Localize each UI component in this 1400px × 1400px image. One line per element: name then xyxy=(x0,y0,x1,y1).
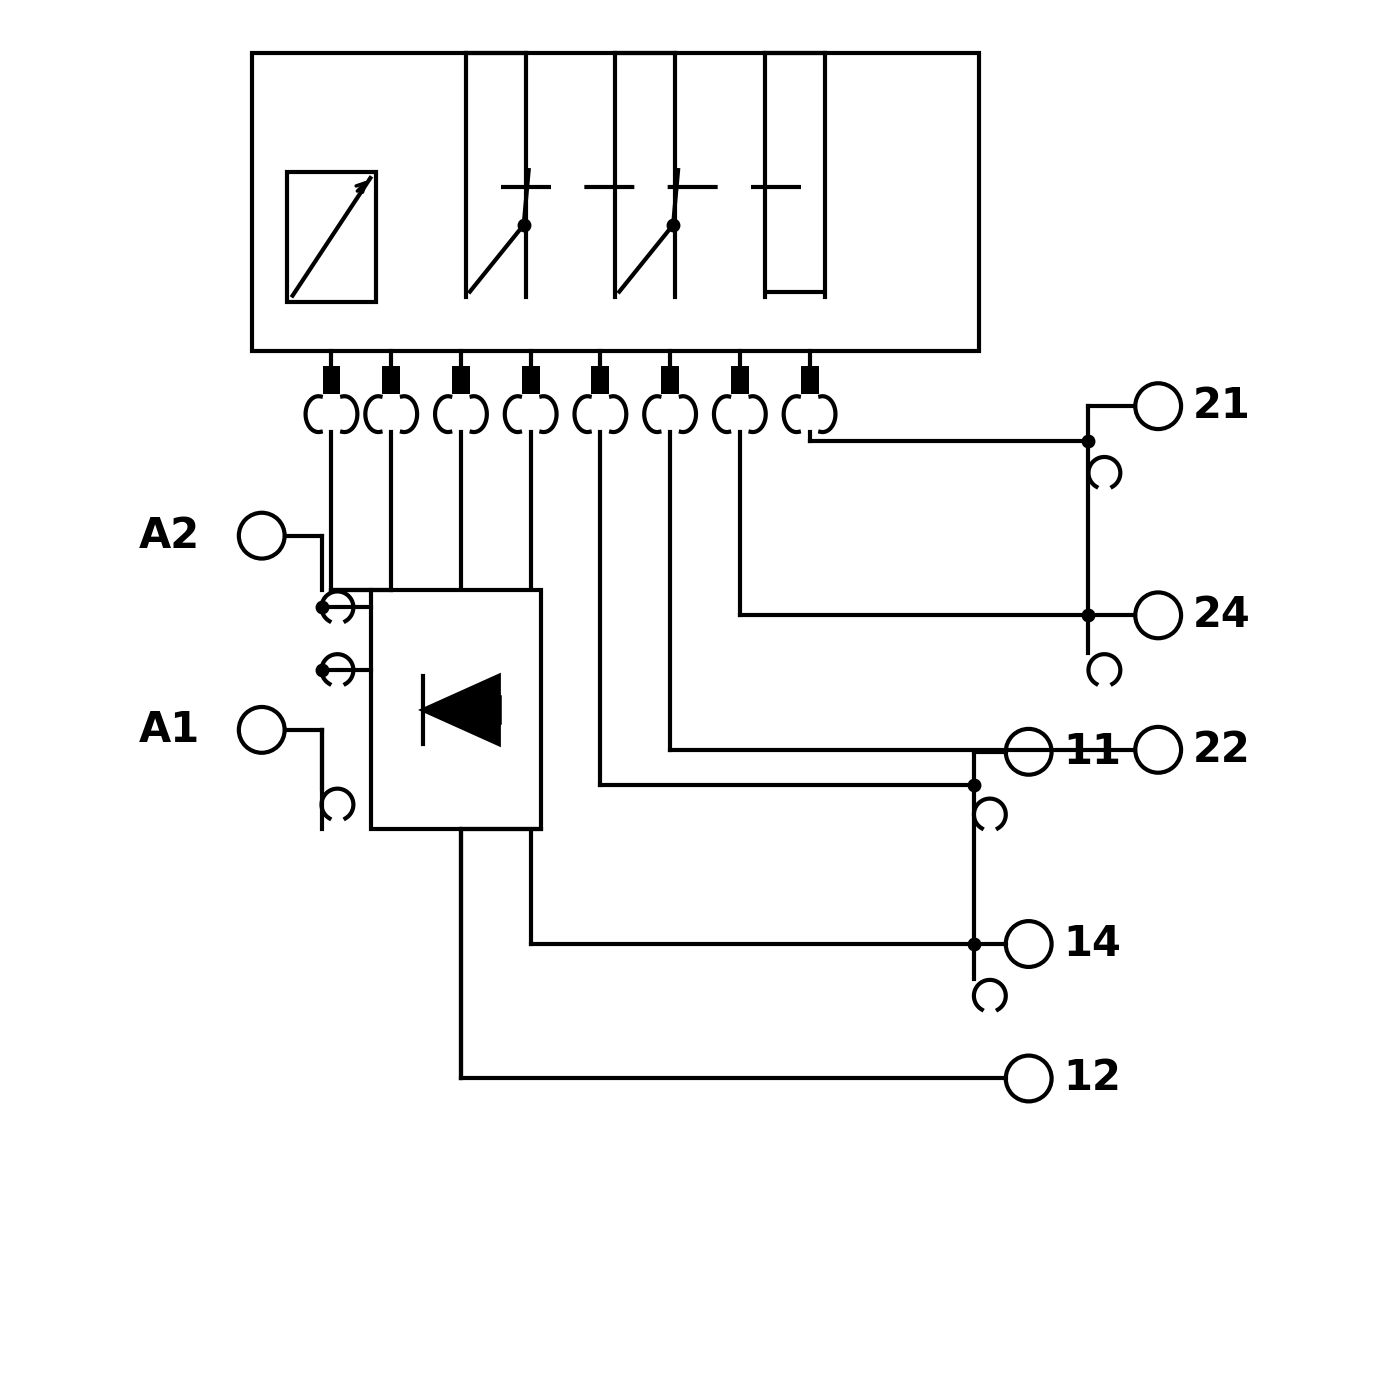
Bar xyxy=(591,367,609,395)
Text: 24: 24 xyxy=(1193,595,1250,637)
Polygon shape xyxy=(423,676,498,743)
Bar xyxy=(731,367,749,395)
Bar xyxy=(252,53,979,351)
Text: 11: 11 xyxy=(1064,731,1121,773)
Bar xyxy=(452,367,470,395)
Bar xyxy=(522,367,539,395)
Bar xyxy=(322,367,340,395)
Bar xyxy=(801,367,819,395)
Bar xyxy=(661,367,679,395)
Bar xyxy=(371,591,540,829)
Text: 21: 21 xyxy=(1193,385,1252,427)
Text: 12: 12 xyxy=(1064,1057,1121,1099)
Bar xyxy=(382,367,400,395)
Bar xyxy=(287,172,377,301)
Text: 22: 22 xyxy=(1193,729,1250,771)
Text: A2: A2 xyxy=(139,515,200,557)
Text: 14: 14 xyxy=(1064,923,1121,965)
Text: A1: A1 xyxy=(139,708,200,750)
